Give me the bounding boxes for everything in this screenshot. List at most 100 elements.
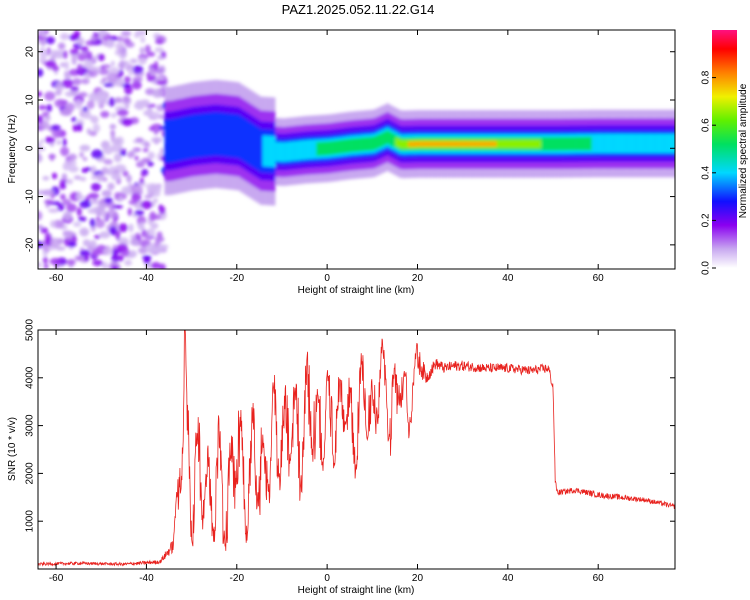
- ridge-cell: [496, 139, 500, 149]
- heat-blob: [62, 138, 67, 147]
- heat-blob: [144, 256, 150, 262]
- heat-blob: [144, 194, 153, 199]
- heat-blob: [118, 49, 128, 60]
- heat-blob: [68, 153, 77, 161]
- heat-blob: [60, 32, 69, 41]
- heat-blob: [139, 47, 145, 55]
- ridge-cell: [499, 139, 504, 149]
- heat-blob: [46, 104, 53, 112]
- ridge-cell: [556, 137, 560, 151]
- x-tick-label: 60: [593, 273, 605, 284]
- heat-blob: [99, 231, 111, 239]
- heat-blob: [137, 181, 146, 187]
- heat-blob: [152, 88, 165, 97]
- ridge-cell: [316, 142, 320, 156]
- ridge-cell: [581, 136, 586, 151]
- heat-blob: [157, 244, 167, 253]
- ridge-cell: [521, 139, 526, 149]
- ridge-cell: [382, 131, 387, 146]
- ridge-cell: [398, 139, 402, 149]
- ridge-cell: [300, 140, 304, 160]
- heat-blob: [130, 184, 143, 194]
- heat-blob: [56, 140, 62, 145]
- ridge-cell: [202, 113, 206, 157]
- y-tick-label: 10: [25, 94, 36, 106]
- ridge-cell: [237, 114, 241, 159]
- spectrogram-heatmap: [38, 30, 675, 269]
- heat-blob: [38, 262, 42, 268]
- y-tick-label: 2000: [25, 462, 36, 485]
- heat-blob: [157, 55, 164, 60]
- ridge-cell: [613, 133, 617, 154]
- ridge-cell: [170, 119, 175, 163]
- heat-blob: [44, 91, 56, 101]
- ridge-cell: [452, 141, 456, 147]
- ridge-cell: [227, 113, 232, 157]
- ridge-cell: [420, 141, 425, 147]
- heat-blob: [66, 203, 77, 213]
- heat-blob: [101, 190, 112, 197]
- heat-blob: [152, 198, 159, 203]
- heat-blob: [38, 142, 42, 147]
- ridge-cell: [180, 117, 184, 161]
- ridge-cell: [654, 133, 659, 154]
- ridge-cell: [458, 141, 462, 147]
- x-tick-label: 20: [412, 573, 424, 584]
- ridge-cell: [291, 141, 295, 161]
- ridge-cell: [509, 139, 513, 149]
- heat-blob: [121, 118, 133, 127]
- ridge-cell: [253, 125, 257, 169]
- heat-blob: [71, 117, 77, 122]
- heat-blob: [39, 47, 46, 53]
- ridge-cell: [667, 133, 671, 154]
- heat-blob: [61, 78, 74, 89]
- y-tick-label: -20: [25, 237, 36, 252]
- heat-blob: [76, 207, 82, 217]
- heat-blob: [135, 137, 144, 143]
- heat-blob: [96, 97, 102, 106]
- ridge-cell: [335, 140, 339, 154]
- heat-blob: [153, 127, 159, 135]
- y-tick-label: 20: [25, 46, 36, 58]
- heat-blob: [77, 37, 85, 46]
- ridge-cell: [363, 137, 368, 151]
- snr-series-line: [38, 330, 675, 567]
- x-tick-label: -40: [139, 573, 154, 584]
- heat-blob: [51, 172, 58, 180]
- ridge-cell: [332, 140, 336, 155]
- heat-blob: [142, 147, 149, 153]
- y-tick-label: 1000: [25, 510, 36, 533]
- heat-blob: [125, 104, 130, 110]
- heat-blob: [140, 100, 151, 107]
- ridge-cell: [446, 141, 450, 147]
- snr-y-label: SNR (10 * v/v): [7, 417, 18, 481]
- heat-blob: [38, 115, 44, 124]
- heat-blob: [107, 182, 115, 191]
- heat-blob: [158, 204, 163, 211]
- heat-blob: [149, 111, 161, 119]
- x-tick-label: -20: [230, 273, 245, 284]
- ridge-cell: [284, 142, 289, 162]
- heat-blob: [45, 36, 55, 45]
- heat-blob: [79, 200, 92, 209]
- heat-blob: [94, 234, 101, 240]
- heat-blob: [145, 243, 158, 254]
- heat-blob: [49, 257, 62, 266]
- heat-blob: [54, 89, 62, 96]
- ridge: [164, 79, 675, 206]
- heat-blob: [62, 198, 71, 206]
- heat-blob: [48, 208, 59, 213]
- heat-blob: [85, 51, 91, 60]
- ridge-cell: [550, 137, 554, 151]
- ridge-cell: [360, 137, 364, 152]
- x-tick-label: 40: [502, 273, 514, 284]
- ridge-cell: [442, 141, 447, 147]
- ridge-cell: [607, 133, 611, 154]
- ridge-cell: [588, 136, 592, 151]
- heat-blob: [84, 254, 89, 262]
- y-tick-label: 3000: [25, 414, 36, 437]
- heat-blob: [103, 158, 113, 165]
- ridge-cell: [525, 139, 529, 149]
- heat-blob: [150, 222, 159, 230]
- ridge-cell: [303, 140, 307, 160]
